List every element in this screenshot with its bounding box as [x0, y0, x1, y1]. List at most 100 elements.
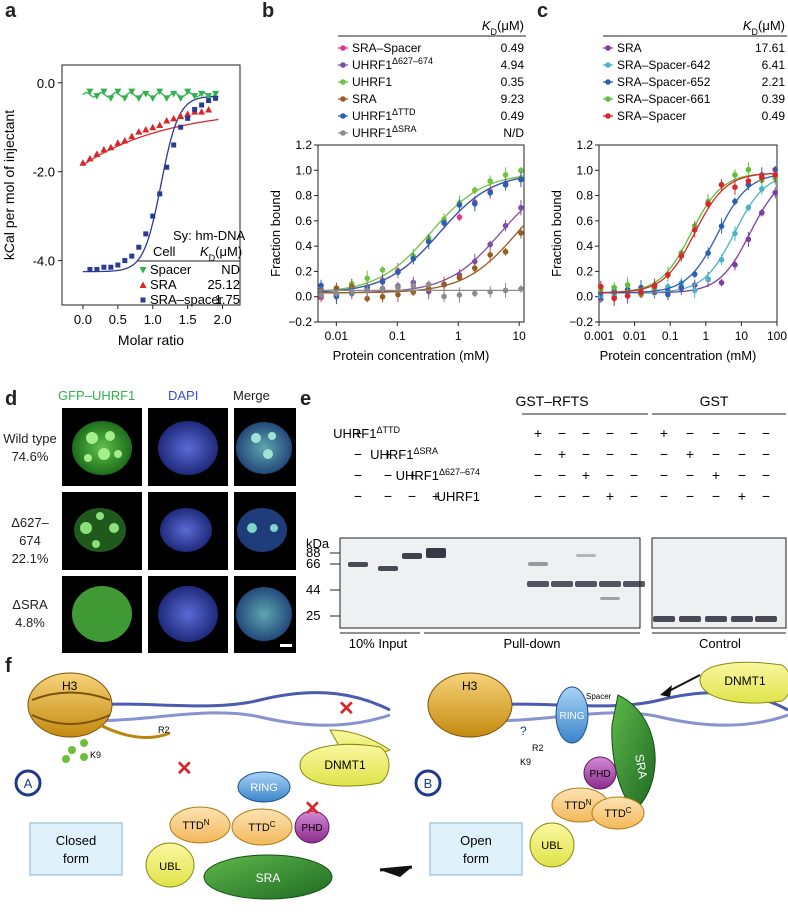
- svg-text:form: form: [463, 851, 489, 866]
- data-point: [122, 258, 128, 264]
- data-point: [472, 187, 478, 194]
- data-point: [205, 93, 213, 100]
- closed-form-diagram: H3 K9 R2 A Closed form UBL TTDN TTDC RIN…: [14, 672, 392, 900]
- data-point: [318, 292, 324, 298]
- legend-kd: 4.94: [501, 58, 525, 72]
- data-point: [107, 95, 115, 102]
- legend-marker: [340, 45, 346, 51]
- legend-marker: [605, 79, 611, 85]
- data-point: [178, 124, 184, 130]
- data-point: [333, 290, 340, 297]
- plus-sign: +: [712, 467, 720, 483]
- band-control-gst: [679, 616, 701, 622]
- plus-sign: +: [686, 446, 694, 462]
- data-point: [379, 286, 386, 292]
- data-point: [205, 105, 213, 113]
- minus-sign: −: [354, 446, 362, 462]
- plot-frame: [598, 144, 778, 323]
- legend-marker: [605, 113, 611, 119]
- data-point: [206, 98, 212, 104]
- data-point: [379, 279, 386, 285]
- minus-sign: −: [582, 488, 590, 504]
- legend-label: UHRF1ΔSRA: [352, 124, 417, 140]
- legend-kd: 17.61: [755, 41, 785, 55]
- y-tick-label: −0.2: [288, 315, 312, 329]
- legend-marker: [340, 96, 346, 102]
- fit-curve: [317, 224, 525, 294]
- h3-label-right: H3: [462, 679, 478, 693]
- y-tick-label: 0.4: [576, 239, 593, 253]
- legend-kd: 0.49: [762, 109, 786, 123]
- x-tick-label: 1: [455, 329, 462, 343]
- binding-chart-c: KD(μM) SRA 17.61 SRA–Spacer-642 6.41 SRA–Spac…: [549, 18, 787, 363]
- x-tick-label: 0.0: [74, 312, 92, 327]
- y-tick-label: 0.8: [576, 189, 593, 203]
- data-point: [114, 88, 122, 96]
- row-label-wild-type-pct: 74.6%: [11, 449, 49, 464]
- data-point: [597, 283, 604, 290]
- panel-label-a: a: [5, 0, 17, 22]
- legend-marker: [139, 267, 147, 274]
- kda-label: kDa: [306, 536, 330, 551]
- kda-marker: 66: [306, 556, 320, 571]
- data-point: [472, 265, 478, 271]
- minus-sign: −: [762, 446, 770, 462]
- legend-marker: [605, 62, 611, 68]
- legend-label: SRA–Spacer: [352, 41, 421, 55]
- band-pulldown-rfts: [575, 581, 597, 587]
- data-point: [456, 202, 463, 208]
- band-control-gst: [653, 616, 675, 622]
- data-point: [115, 262, 121, 268]
- y-axis-label: Fraction bound: [268, 190, 283, 277]
- data-point: [759, 209, 765, 216]
- data-point: [156, 88, 164, 96]
- minus-sign: −: [534, 446, 542, 462]
- band-input-d627: [402, 553, 422, 559]
- legend-kd: ND: [221, 262, 240, 277]
- minus-sign: −: [686, 488, 694, 504]
- x-tick-label: 2.0: [214, 312, 232, 327]
- nucleus-dsra-dapi: [158, 586, 218, 642]
- y-tick-label: 0.0: [37, 76, 55, 91]
- binding-chart-b: KD(μM) SRA–Spacer 0.49 UHRF1Δ627–674 4.94 UHR…: [268, 18, 526, 363]
- legend-kd: 1.75: [215, 292, 240, 307]
- data-point: [395, 284, 401, 291]
- ttdn-left: [169, 806, 231, 844]
- x-axis-label: Molar ratio: [118, 332, 184, 348]
- data-point: [156, 121, 164, 128]
- data-point: [135, 95, 143, 102]
- column-header-merge: Merge: [233, 388, 270, 403]
- legend-label: SRA–spacer: [150, 292, 224, 307]
- legend-label: SRA: [617, 41, 642, 55]
- data-point: [732, 198, 738, 205]
- open-form-box: [429, 822, 523, 876]
- x-tick-label: 0.1: [389, 329, 406, 343]
- data-point: [364, 295, 370, 302]
- fit-curve-1: [82, 118, 219, 166]
- h3-label-left: H3: [62, 679, 78, 693]
- data-point: [518, 286, 524, 292]
- data-point: [93, 150, 101, 157]
- data-point: [624, 293, 631, 299]
- data-point: [456, 274, 463, 281]
- question-mark: ?: [520, 724, 527, 738]
- x-tick-label: 1: [702, 329, 709, 343]
- legend-marker: [340, 79, 346, 85]
- panel-label-b: b: [262, 0, 275, 22]
- svg-text:✕: ✕: [176, 758, 193, 780]
- data-point: [198, 108, 206, 115]
- data-point: [86, 88, 94, 96]
- band-input-dsra: [378, 566, 398, 571]
- kda-marker: 25: [306, 608, 320, 623]
- data-point: [487, 252, 493, 258]
- state-b: B: [424, 776, 433, 791]
- data-point: [718, 256, 725, 263]
- sra-label-right: SRA: [632, 753, 650, 780]
- data-point: [163, 117, 171, 124]
- band-input-uhrf1: [426, 548, 446, 558]
- minus-sign: −: [384, 467, 392, 483]
- legend-marker: [605, 96, 611, 102]
- svg-text:✕: ✕: [304, 798, 321, 820]
- plot-frame: [317, 144, 525, 323]
- plus-sign: +: [384, 446, 392, 462]
